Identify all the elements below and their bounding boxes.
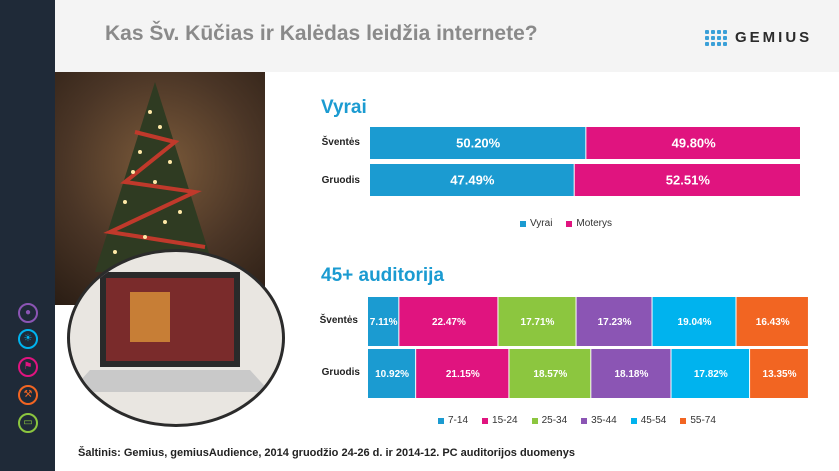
- legend-item: 55-74: [680, 415, 716, 426]
- legend-item: Moterys: [566, 218, 612, 229]
- legend-label: 25-34: [541, 415, 568, 426]
- legend-label: 15-24: [492, 415, 518, 426]
- legend-item: 7-14: [438, 415, 468, 426]
- tools-icon[interactable]: ⚒: [18, 385, 38, 405]
- lightbulb-icon[interactable]: ☀: [18, 329, 38, 349]
- legend-label: Vyrai: [530, 218, 553, 229]
- data-label: 16.43%: [756, 317, 790, 328]
- legend-label: 7-14: [448, 415, 469, 426]
- data-label: 21.15%: [446, 369, 480, 380]
- legend-label: 35-44: [591, 415, 617, 426]
- laptop-photo: [67, 249, 285, 427]
- source-note: Šaltinis: Gemius, gemiusAudience, 2014 g…: [78, 447, 575, 459]
- data-label: 22.47%: [432, 317, 466, 328]
- legend-item: 45-54: [630, 415, 667, 426]
- bar-segment: [509, 349, 591, 398]
- legend-item: Vyrai: [520, 218, 552, 229]
- data-label: 19.04%: [678, 317, 712, 328]
- chart1-legend: Vyrai Moterys: [520, 218, 626, 229]
- bar-segment: [368, 297, 399, 346]
- legend-swatch: [581, 417, 588, 424]
- sidebar: ● ☀ ⚑ ⚒ ▭: [0, 0, 55, 471]
- data-label: 13.35%: [763, 369, 797, 380]
- data-label: 17.82%: [694, 369, 728, 380]
- data-label: 50.20%: [456, 136, 501, 151]
- gemius-logo: GEMIUS: [705, 29, 812, 46]
- data-label: 49.80%: [672, 136, 717, 151]
- legend-swatch: [531, 417, 538, 424]
- bar-segment: [370, 127, 586, 159]
- chart1-category-label: Šventės: [321, 137, 360, 148]
- legend-swatch: [630, 417, 637, 424]
- bar-segment: [370, 164, 574, 196]
- header: Kas Šv. Kūčias ir Kalėdas leidžia intern…: [55, 0, 839, 72]
- legend-swatch: [680, 417, 687, 424]
- data-label: 47.49%: [450, 173, 495, 188]
- legend-item: 15-24: [482, 415, 518, 426]
- data-label: 17.71%: [521, 317, 555, 328]
- chart2-legend: 7-14 15-24 25-34 35-44 45-54 55-74: [438, 415, 730, 426]
- legend-item: 25-34: [531, 415, 568, 426]
- bar-segment: [591, 349, 671, 398]
- page-title: Kas Šv. Kūčias ir Kalėdas leidžia intern…: [105, 22, 538, 45]
- data-label: 7.11%: [370, 317, 398, 328]
- legend-label: 55-74: [690, 415, 716, 426]
- legend-label: 45-54: [640, 415, 667, 426]
- bar-segment: [576, 297, 652, 346]
- bar-segment: [671, 349, 750, 398]
- chart2-category-label: Gruodis: [321, 367, 360, 378]
- legend-swatch: [438, 417, 444, 424]
- logo-text: GEMIUS: [735, 29, 813, 46]
- bar-segment: [368, 349, 416, 398]
- legend-swatch: [520, 220, 526, 227]
- clipboard-icon[interactable]: ▭: [18, 413, 38, 433]
- chart1-category-label: Gruodis: [321, 175, 360, 186]
- christmas-tree-illustration: [95, 82, 215, 272]
- chart2-category-label: Šventės: [319, 315, 358, 326]
- data-label: 18.18%: [614, 369, 648, 380]
- bar-segment: [586, 127, 800, 159]
- bar-segment: [574, 164, 800, 196]
- chart1-title: Vyrai: [321, 97, 367, 118]
- logo-dots-icon: [705, 29, 727, 46]
- legend-swatch: [566, 220, 573, 227]
- bar-segment: [416, 349, 509, 398]
- chart2-title: 45+ auditorija: [321, 265, 445, 286]
- laptop-illustration: [70, 272, 270, 392]
- legend-item: 35-44: [581, 415, 617, 426]
- data-label: 17.23%: [598, 317, 632, 328]
- bar-segment: [750, 349, 808, 398]
- data-label: 18.57%: [533, 369, 567, 380]
- data-label: 52.51%: [666, 173, 711, 188]
- flag-icon[interactable]: ⚑: [18, 357, 38, 377]
- bar-segment: [652, 297, 736, 346]
- people-icon[interactable]: ●: [18, 303, 38, 323]
- bar-segment: [498, 297, 576, 346]
- bar-segment: [736, 297, 808, 346]
- legend-swatch: [482, 417, 489, 424]
- bar-segment: [399, 297, 498, 346]
- legend-label: Moterys: [576, 218, 612, 229]
- data-label: 10.92%: [375, 369, 409, 380]
